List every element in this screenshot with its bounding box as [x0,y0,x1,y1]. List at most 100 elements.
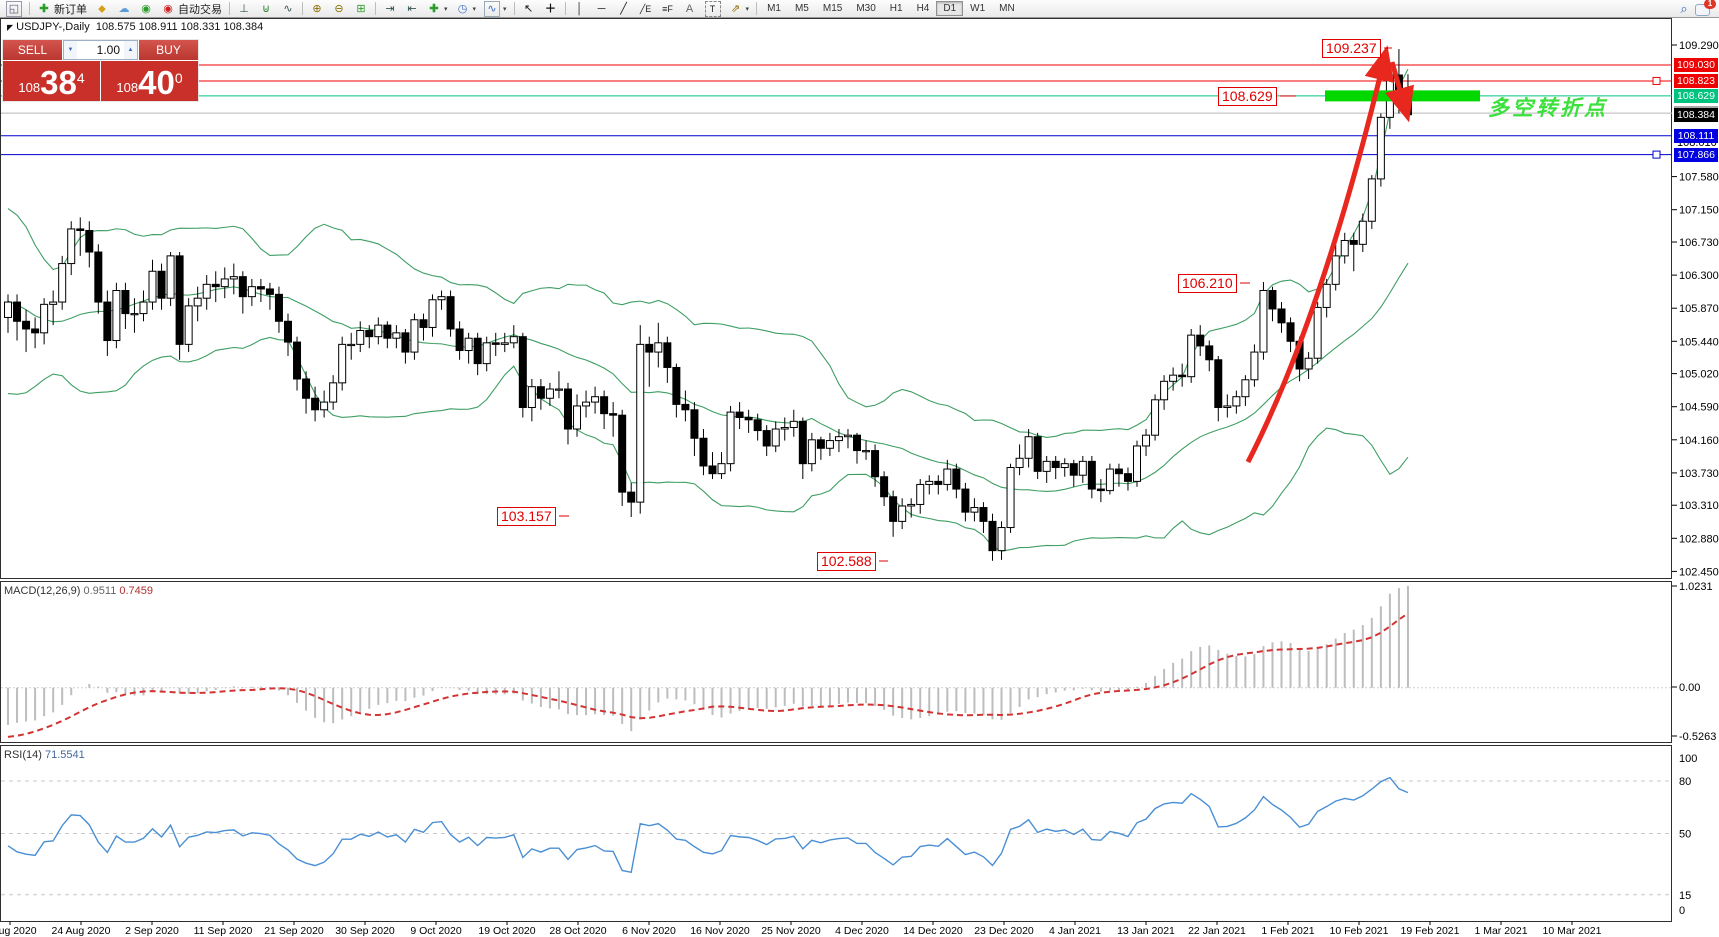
chart-window-button[interactable]: ◱ [2,0,26,17]
new-order-button[interactable]: ✚ 新订单 [33,1,91,17]
svg-text:4 Aug 2020: 4 Aug 2020 [0,925,37,937]
candlestick-icon: ⊍ [261,2,271,15]
price-badge-108.823: 108.823 [1674,73,1718,88]
trend-arrows[interactable] [1245,45,1414,464]
time-axis[interactable]: 4 Aug 2020 24 Aug 2020 2 Sep 2020 11 Sep 20… [0,921,1602,937]
price-annotation-106.210[interactable]: 106.210 [1178,274,1237,293]
trendline-tool[interactable]: ╱ [613,1,635,17]
clock-icon: ◷ [457,2,468,15]
svg-text:106.730: 106.730 [1679,237,1719,249]
timeframe-M1[interactable]: M1 [767,3,781,14]
timeframe-MN[interactable]: MN [999,3,1015,14]
svg-text:103.310: 103.310 [1679,500,1719,512]
annotation-connectors [559,47,1392,562]
timeframe-M5[interactable]: M5 [794,3,809,14]
timeframe-D1[interactable]: D1 [936,1,964,16]
buy-button[interactable]: BUY [139,40,198,60]
svg-text:107.150: 107.150 [1679,205,1719,217]
signals-button[interactable]: ◉ [135,1,157,17]
tile-windows-button[interactable]: ⊞ [350,1,372,17]
text-icon: A [685,2,694,15]
svg-text:28 Oct 2020: 28 Oct 2020 [549,925,606,937]
auto-scroll-button[interactable]: ⇥ [379,1,401,17]
timeframe-buttons: M1 M5 M15 M30 H1 H4 D1 W1 MN [760,1,1022,16]
chart-styles-button[interactable]: ⬥ [91,1,113,17]
timeframe-M15[interactable]: M15 [822,3,843,14]
svg-text:50: 50 [1679,829,1691,841]
timeframe-H4[interactable]: H4 [916,3,930,14]
cursor-icon: ↖ [523,2,534,15]
zoom-in-button[interactable]: ⊕ [306,1,328,17]
add-indicator-icon: ✚ [429,2,439,15]
text-label-icon: T [704,0,721,17]
price-annotation-102.588[interactable]: 102.588 [817,552,876,571]
volume-increase-button[interactable]: ▲ [124,41,137,59]
autotrading-button[interactable]: ◉ 自动交易 [157,1,226,17]
svg-text:102.450: 102.450 [1679,566,1719,578]
chart-window-icon: ◱ [6,0,22,17]
svg-text:24 Aug 2020: 24 Aug 2020 [52,925,111,937]
chart-shift-icon: ⇤ [407,2,417,15]
periods-button[interactable]: ◷ ▾ [452,1,481,17]
bar-chart-button[interactable]: ⊥ [233,1,255,17]
price-axis[interactable]: 109.290 107.580 107.150 106.730 106.300 105.8… [1672,40,1719,578]
annotation-turning-point-text[interactable]: 多空转折点 [1488,97,1608,120]
svg-text:9 Oct 2020: 9 Oct 2020 [410,925,462,937]
timeframe-H1[interactable]: H1 [889,3,903,14]
arrows-tool[interactable]: ⇗ ▾ [725,1,754,17]
vertical-line-tool[interactable]: │ [569,1,591,17]
horizontal-line-tool[interactable]: ─ [591,1,613,17]
svg-text:1 Feb 2021: 1 Feb 2021 [1261,925,1314,937]
timeframe-W1[interactable]: W1 [970,3,986,14]
volume-decrease-button[interactable]: ▼ [64,41,77,59]
svg-text:10 Feb 2021: 10 Feb 2021 [1330,925,1389,937]
macd-main-value: 0.9511 [83,585,117,597]
price-annotation-109.237[interactable]: 109.237 [1322,39,1381,58]
one-click-trading-panel: SELL ▼ 1.00 ▲ BUY 108 38 4 108 40 0 [2,39,199,102]
svg-text:0.00: 0.00 [1679,682,1700,694]
rsi-label: RSI(14) [4,749,42,761]
zoom-in-icon: ⊕ [312,2,322,15]
svg-text:4 Dec 2020: 4 Dec 2020 [835,925,889,937]
svg-text:100: 100 [1679,753,1697,765]
notifications-button[interactable]: 1 [1695,0,1716,16]
add-indicator-button[interactable]: ✚ ▾ [423,1,452,17]
zoom-out-button[interactable]: ⊖ [328,1,350,17]
sell-button[interactable]: SELL [3,40,62,60]
profile-button[interactable]: ☁ [113,1,135,17]
candlestick-chart-button[interactable]: ⊍ [255,1,277,17]
line-chart-button[interactable]: ∿ [277,1,299,17]
buy-price-button[interactable]: 108 40 0 [101,61,198,101]
search-button[interactable]: ⌕ [1673,1,1695,17]
svg-text:104.590: 104.590 [1679,402,1719,414]
auto-scroll-icon: ⇥ [385,2,395,15]
svg-text:19 Feb 2021: 19 Feb 2021 [1401,925,1460,937]
fibonacci-icon: ≡F [662,3,673,14]
svg-text:30 Sep 2020: 30 Sep 2020 [335,925,395,937]
price-annotation-108.629[interactable]: 108.629 [1218,87,1277,106]
price-panel[interactable] [0,18,1672,579]
crosshair-tool-button[interactable]: ＋ [540,1,562,17]
cursor-tool-button[interactable]: ↖ [518,1,540,17]
templates-button[interactable]: ∿ ▾ [480,0,511,17]
macd-panel[interactable] [0,581,1672,743]
macd-signal-line [7,612,1409,738]
rsi-value: 71.5541 [44,749,85,761]
text-tool[interactable]: A [679,1,701,17]
svg-text:105.440: 105.440 [1679,336,1719,348]
price-annotation-103.157[interactable]: 103.157 [497,507,556,526]
price-badge-108.384: 108.384 [1674,107,1718,122]
timeframe-M30[interactable]: M30 [856,3,876,14]
main-toolbar: ◱ ✚ 新订单 ⬥ ☁ ◉ ◉ 自动交易 ⊥ ⊍ ∿ ⊕ ⊖ ⊞ ⇥ ⇤ ✚ ▾ … [0,0,1719,18]
collapse-panel-icon[interactable]: ◤ [7,23,14,32]
sell-price-button[interactable]: 108 38 4 [3,61,100,101]
text-label-tool[interactable]: T [701,0,725,17]
chart-shift-button[interactable]: ⇤ [401,1,423,17]
fibonacci-tool[interactable]: ≡F [657,1,679,17]
volume-input[interactable]: 1.00 [96,43,120,57]
tile-windows-icon: ⊞ [356,2,366,15]
svg-text:80: 80 [1679,776,1691,788]
channel-tool[interactable]: ╱E [635,1,657,17]
svg-text:106.300: 106.300 [1679,270,1719,282]
